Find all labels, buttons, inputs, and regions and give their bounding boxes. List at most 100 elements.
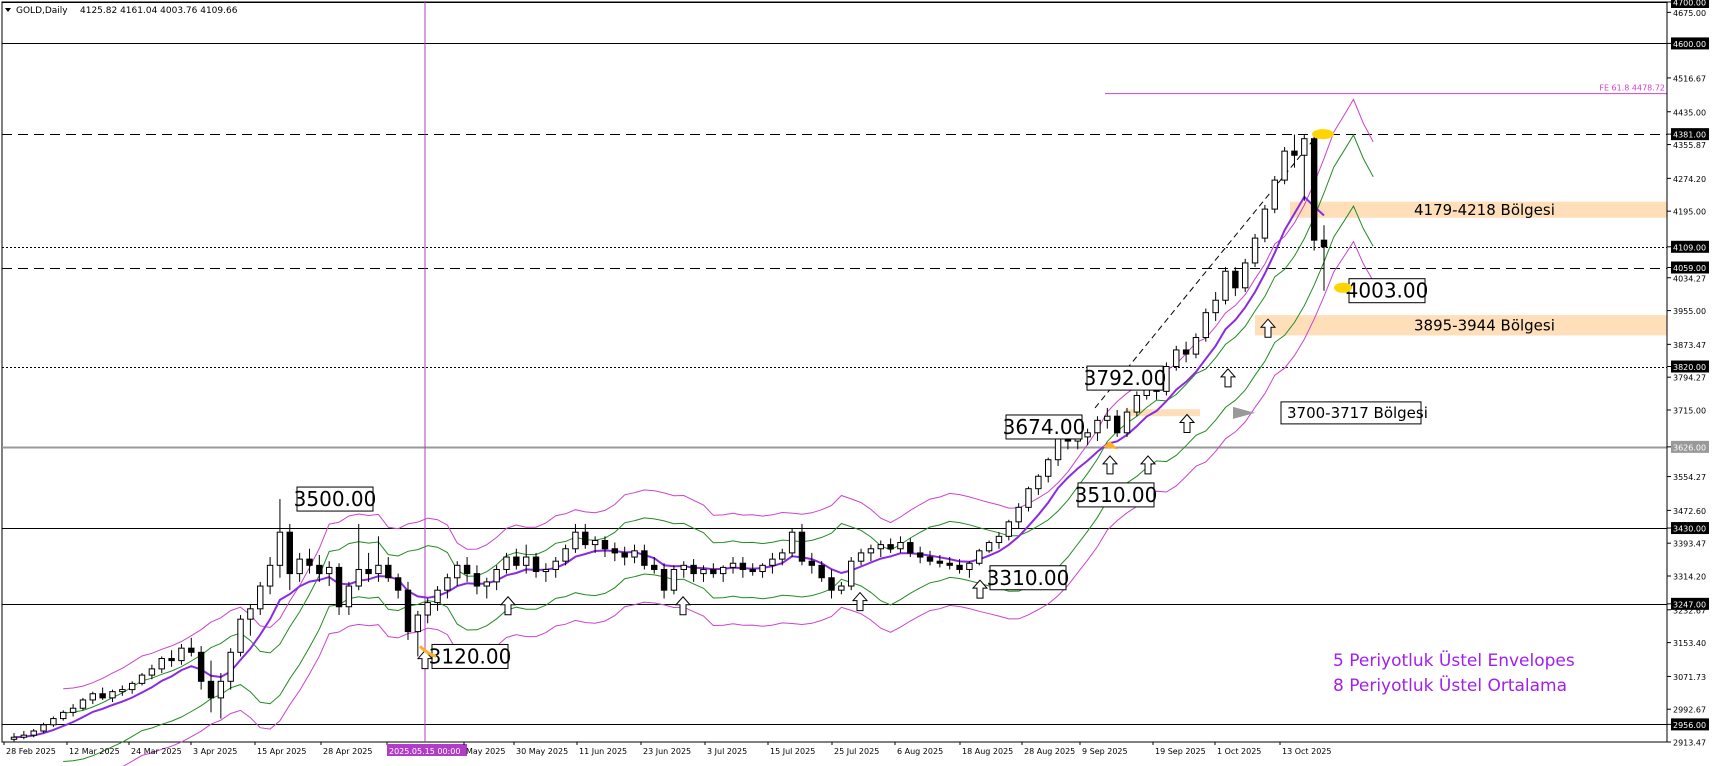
zones-layer — [1125, 201, 1667, 417]
price-label-box: 3792.00 — [1084, 365, 1166, 391]
x-tick: 15 Jul 2025 — [767, 742, 815, 756]
candle-body — [414, 614, 422, 633]
candle — [158, 656, 165, 674]
candle-body — [700, 568, 707, 575]
y-tick-label: 3955.00 — [1673, 307, 1706, 316]
candle-body — [641, 550, 648, 566]
price-label-box: 4003.00 — [1346, 278, 1428, 304]
x-tick: 6 Aug 2025 — [894, 742, 943, 756]
candle-body — [385, 564, 392, 579]
candle — [227, 648, 234, 690]
y-tick-label: 2992.67 — [1673, 706, 1706, 715]
x-tick-highlight — [387, 744, 467, 756]
y-tick-highlight — [1671, 128, 1709, 141]
up-arrow-icon — [674, 595, 692, 616]
candle-body — [355, 568, 362, 587]
candle — [710, 563, 717, 578]
candle — [601, 536, 609, 558]
candle — [394, 573, 402, 599]
candle — [217, 673, 225, 719]
price-label-box: 3674.00 — [1003, 414, 1085, 440]
candle-body — [178, 647, 185, 662]
candle — [660, 563, 668, 599]
y-tick: 3393.47 — [1667, 540, 1706, 549]
candle-body — [493, 568, 500, 583]
y-tick: 3247.00 — [1667, 597, 1709, 610]
price-label-frame — [431, 643, 509, 669]
candle-body — [227, 651, 234, 682]
y-tick-label: 4034.27 — [1673, 274, 1706, 283]
candle-body — [513, 556, 520, 566]
legend-line-1: 5 Periyotluk Üstel Envelopes — [1333, 649, 1575, 671]
candle-body — [838, 585, 845, 591]
candle-body — [788, 531, 796, 554]
candle — [493, 565, 500, 591]
y-tick: 4109.00 — [1667, 240, 1709, 253]
candle-body — [394, 577, 402, 591]
y-tick: 4435.00 — [1667, 108, 1706, 117]
candle — [188, 637, 195, 657]
candle-body — [631, 550, 638, 558]
candle-body — [434, 589, 441, 604]
candle-body — [375, 564, 382, 575]
candle — [1320, 225, 1328, 291]
candle-body — [30, 730, 37, 736]
y-tick-highlight — [1671, 718, 1709, 731]
candle — [798, 523, 806, 566]
candle — [788, 528, 796, 558]
candle-body — [148, 668, 156, 676]
candle — [306, 548, 313, 574]
y-tick-label: 4195.00 — [1673, 208, 1706, 217]
y-tick: 2913.47 — [1667, 739, 1706, 748]
candle-body — [857, 552, 865, 562]
x-tick: May 2025 — [463, 742, 505, 756]
candle — [1271, 175, 1278, 214]
x-tick: 15 Apr 2025 — [254, 742, 306, 756]
candle-body — [345, 585, 353, 608]
candle — [1045, 457, 1052, 483]
candle — [995, 532, 1003, 549]
candle — [50, 716, 57, 727]
y-tick-label: 2956.00 — [1673, 721, 1706, 730]
y-tick-highlight — [1671, 37, 1709, 50]
y-tick: 4516.67 — [1667, 74, 1706, 83]
candle-body — [798, 531, 806, 562]
candle-body — [69, 707, 77, 713]
y-tick-label: 3472.60 — [1673, 507, 1706, 516]
candle-body — [503, 556, 510, 570]
candle — [1310, 134, 1318, 251]
candle-body — [99, 693, 106, 699]
candle — [296, 552, 303, 582]
price-label-frame — [1077, 482, 1155, 508]
candle — [10, 733, 18, 742]
candle — [1094, 416, 1101, 442]
price-label-box: 3500.00 — [294, 486, 376, 512]
y-tick-highlight — [1671, 440, 1709, 453]
candle — [1163, 362, 1170, 396]
candle — [542, 563, 550, 582]
candle — [60, 710, 67, 721]
x-tick-label: 3 Jul 2025 — [707, 747, 747, 756]
marker-swing-high — [1312, 129, 1334, 140]
candle — [956, 559, 963, 574]
y-tick: 4381.00 — [1667, 128, 1709, 141]
x-tick-label: 6 Aug 2025 — [897, 747, 943, 756]
x-tick: 30 May 2025 — [513, 742, 568, 756]
collapse-triangle-icon[interactable] — [5, 8, 11, 12]
candle-body — [1054, 436, 1062, 461]
candle — [621, 546, 628, 566]
y-tick: 3232.67 — [1667, 606, 1706, 615]
candle-body — [985, 542, 993, 552]
candle-body — [1123, 411, 1131, 434]
candle — [916, 546, 924, 564]
annotations-layer: 3500.00 3120.00 3310.00 3510.00 3674.00 3792.… — [294, 129, 1555, 670]
candle-body — [976, 550, 983, 564]
candle-body — [808, 560, 816, 566]
candle — [976, 548, 983, 566]
candle-body — [306, 558, 313, 566]
candle-body — [966, 562, 973, 570]
candle-body — [20, 734, 28, 738]
